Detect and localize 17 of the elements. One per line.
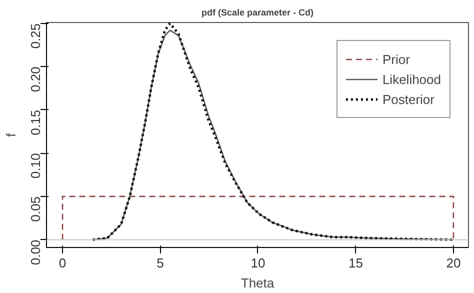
y-axis-title: f	[4, 132, 18, 137]
x-tick-label: 15	[348, 256, 363, 270]
x-axis-title: Theta	[240, 276, 275, 290]
chart-title: pdf (Scale parameter - Cd)	[201, 8, 314, 18]
y-tick-label: 0.20	[28, 66, 43, 92]
legend-label: Likelihood	[382, 72, 441, 86]
y-tick-label: 0.15	[28, 110, 43, 136]
x-tick-label: 0	[58, 256, 66, 270]
y-tick-label: 0.00	[28, 240, 43, 266]
y-tick-label: 0.05	[28, 196, 43, 222]
x-tick-label: 10	[250, 256, 266, 270]
x-tick-label: 5	[156, 256, 164, 270]
y-tick-label: 0.10	[28, 153, 43, 178]
x-tick-label: 20	[446, 256, 461, 270]
legend-label: Prior	[382, 52, 410, 66]
y-tick-label: 0.25	[28, 23, 43, 49]
legend-label: Posterior	[382, 92, 434, 106]
